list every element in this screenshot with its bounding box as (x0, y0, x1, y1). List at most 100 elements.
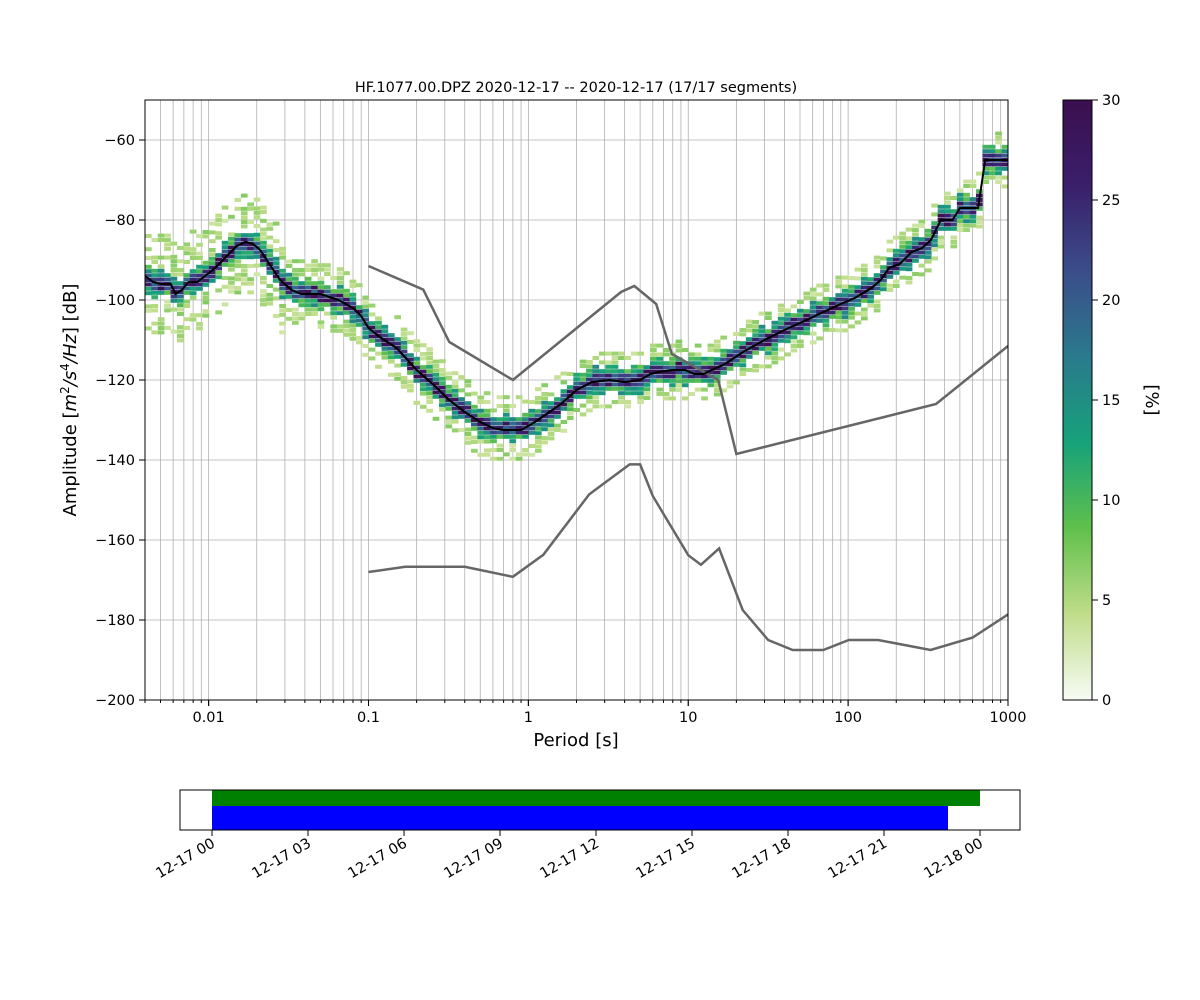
heatmap-cell (145, 269, 152, 274)
heatmap-cell (298, 316, 306, 321)
heatmap-cell (509, 421, 517, 426)
heatmap-cell (432, 368, 440, 373)
heatmap-cell (189, 278, 197, 282)
heatmap-cell (765, 311, 772, 316)
heatmap-cell (292, 272, 299, 277)
heatmap-cell (777, 338, 785, 343)
heatmap-cell (873, 299, 881, 304)
heatmap-cell (880, 256, 887, 261)
heatmap-cell (471, 448, 478, 453)
heatmap-cell (681, 378, 689, 383)
heatmap-cell (656, 392, 664, 396)
heatmap-cell (976, 189, 983, 194)
heatmap-cell (752, 337, 759, 342)
heatmap-cell (854, 289, 862, 294)
heatmap-cell (196, 322, 203, 326)
heatmap-cell (656, 378, 664, 383)
heatmap-cell (618, 369, 625, 374)
heatmap-cell (771, 360, 779, 365)
heatmap-cell (502, 421, 510, 426)
heatmap-cell (477, 408, 485, 413)
heatmap-cell (605, 382, 612, 387)
heatmap-cell (630, 351, 638, 356)
heatmap-cell (145, 247, 152, 252)
heatmap-cell (771, 347, 779, 352)
heatmap-cell (860, 316, 868, 321)
heatmap-cell (586, 377, 593, 382)
heatmap-cell (560, 389, 568, 394)
heatmap-cell (713, 388, 721, 392)
heatmap-cell (234, 198, 242, 202)
heatmap-cell (221, 254, 229, 258)
heatmap-cell (176, 259, 184, 264)
heatmap-cell (745, 337, 753, 342)
heatmap-cell (400, 336, 408, 341)
heatmap-cell (586, 408, 593, 413)
heatmap-cell (323, 302, 331, 307)
heatmap-cell (509, 448, 517, 452)
heatmap-cell (918, 224, 926, 228)
heatmap-cell (349, 328, 357, 332)
heatmap-cell (240, 224, 248, 229)
heatmap-cell (464, 432, 472, 436)
heatmap-cell (464, 405, 472, 410)
heatmap-cell (502, 412, 510, 417)
heatmap-cell (471, 422, 478, 427)
heatmap-cell (848, 315, 855, 320)
heatmap-cell (170, 294, 178, 299)
heatmap-cell (522, 448, 529, 452)
heatmap-cell (630, 369, 638, 374)
heatmap-cell (688, 361, 696, 366)
heatmap-cell (816, 314, 823, 319)
heatmap-cell (758, 311, 766, 316)
heatmap-cell (471, 426, 478, 431)
heatmap-cell (637, 364, 644, 369)
heatmap-cell (745, 324, 753, 328)
heatmap-cell (311, 285, 318, 290)
heatmap-cell (400, 332, 408, 336)
heatmap-cell (336, 311, 344, 316)
x-tick-label: 10 (679, 710, 697, 726)
heatmap-cell (726, 353, 734, 358)
heatmap-cell (260, 236, 267, 241)
heatmap-cell (298, 303, 306, 308)
heatmap-cell (196, 313, 203, 318)
heatmap-cell (164, 304, 171, 308)
colorbar-ticks: 0 5 10 15 20 25 30 (1092, 93, 1120, 709)
heatmap-cell (349, 310, 357, 315)
heatmap-cell (515, 430, 523, 435)
heatmap-cell (176, 298, 184, 303)
heatmap-cell (534, 448, 542, 453)
heatmap-cell (905, 262, 913, 267)
heatmap-cell (752, 368, 759, 373)
heatmap-cell (304, 307, 312, 312)
heatmap-cell (566, 402, 574, 407)
heatmap-cell (247, 290, 254, 295)
heatmap-cell (816, 301, 823, 306)
heatmap-cell (637, 391, 644, 396)
heatmap-cell (905, 240, 913, 245)
heatmap-cell (995, 171, 1002, 176)
heatmap-cell (240, 233, 248, 238)
heatmap-cell (228, 258, 235, 263)
heatmap-cell (809, 296, 817, 301)
heatmap-cell (215, 235, 223, 240)
heatmap-cell (777, 347, 785, 352)
heatmap-cell (752, 324, 759, 329)
heatmap-cell (483, 439, 491, 444)
heatmap-cell (176, 329, 184, 334)
heatmap-cell (541, 383, 549, 388)
heatmap-cell (145, 273, 152, 278)
heatmap-cell (176, 338, 184, 343)
heatmap-cell (982, 180, 990, 184)
heatmap-cell (426, 386, 433, 391)
heatmap-cell (323, 285, 331, 290)
heatmap-cell (477, 430, 485, 435)
heatmap-cell (221, 218, 229, 223)
heatmap-cell (579, 372, 587, 377)
heatmap-cell (688, 356, 696, 361)
heatmap-cell (873, 264, 881, 269)
heatmap-cell (304, 281, 312, 286)
heatmap-cell (260, 293, 267, 298)
